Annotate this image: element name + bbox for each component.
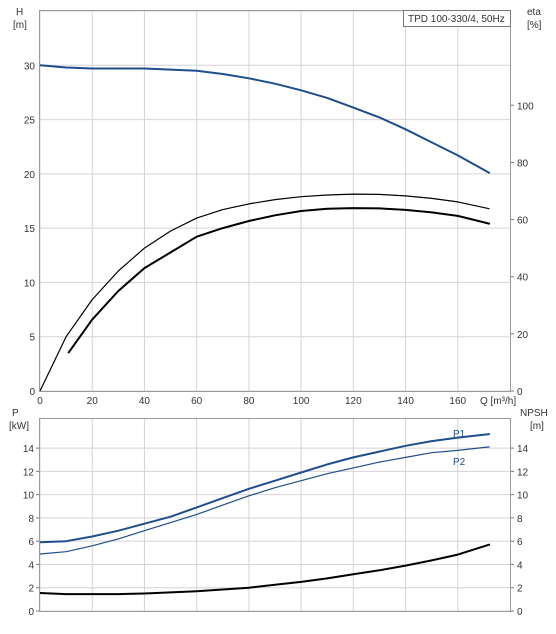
bottom-series-line-0 [39,433,491,544]
top-right-axis-title: eta [527,7,541,18]
top-left-tick-label: 5 [29,333,35,344]
top-right-tick-label: 0 [517,387,523,398]
title-box [403,10,511,27]
x-tick-label: 20 [87,396,99,407]
top-left-axis-title: H [16,7,23,18]
top-left-tick-label: 10 [24,278,36,289]
top-left-tick-label: 25 [24,116,36,127]
bottom-right-tick-label: 12 [517,467,529,478]
bottom-right-tick-label: 8 [517,514,523,525]
bottom-left-axis-title: P [12,408,19,419]
top-right-tick-label: 80 [517,158,529,169]
bottom-left-tick-label: 0 [28,607,34,618]
x-tick-label: 160 [449,396,466,407]
top-series-line-2 [67,207,491,354]
top-right-tick-label: 40 [517,273,529,284]
bottom-right-tick-label: 10 [517,491,529,502]
top-right-tick-label: 60 [517,216,529,227]
x-tick-label: 140 [397,396,414,407]
bottom-left-tick-label: 2 [28,584,34,595]
bottom-plot-frame [39,418,511,612]
top-left-tick-label: 30 [24,61,36,72]
x-tick-label: 120 [345,396,362,407]
x-tick-label: 60 [191,396,203,407]
x-tick-label: 0 [37,396,43,407]
series-label-p1: P1 [453,429,466,440]
top-plot-frame [39,10,511,392]
top-left-axis-unit: [m] [13,20,27,31]
bottom-left-tick-label: 12 [23,467,35,478]
bottom-right-tick-label: 0 [517,607,523,618]
top-right-tick-label: 20 [517,330,529,341]
top-left-tick-label: 0 [29,387,35,398]
bottom-left-tick-label: 4 [28,560,34,571]
chart-title: TPD 100-330/4, 50Hz [408,14,505,25]
bottom-series-line-1 [39,446,490,555]
top-series-line-1 [39,193,490,392]
bottom-right-axis-unit: [m] [530,421,544,432]
bottom-left-tick-label: 14 [23,444,35,455]
bottom-left-tick-label: 8 [28,514,34,525]
top-series-line-0 [39,64,491,174]
bottom-right-tick-label: 4 [517,560,523,571]
top-right-axis-unit: [%] [527,20,542,31]
bottom-series-line-2 [39,543,491,596]
top-left-tick-label: 15 [24,224,36,235]
bottom-left-tick-label: 10 [23,491,35,502]
bottom-right-tick-label: 6 [517,537,523,548]
x-tick-label: 100 [293,396,310,407]
top-left-tick-label: 20 [24,170,36,181]
bottom-right-axis-title: NPSH [520,408,548,419]
bottom-right-tick-label: 14 [517,444,529,455]
bottom-left-tick-label: 6 [28,537,34,548]
x-tick-label: 40 [139,396,151,407]
series-label-p2: P2 [453,457,466,468]
bottom-right-tick-label: 2 [517,584,523,595]
x-axis-title: Q [m³/h] [480,396,516,407]
top-right-tick-label: 100 [517,101,534,112]
bottom-left-axis-unit: [kW] [9,421,29,432]
x-tick-label: 80 [243,396,255,407]
